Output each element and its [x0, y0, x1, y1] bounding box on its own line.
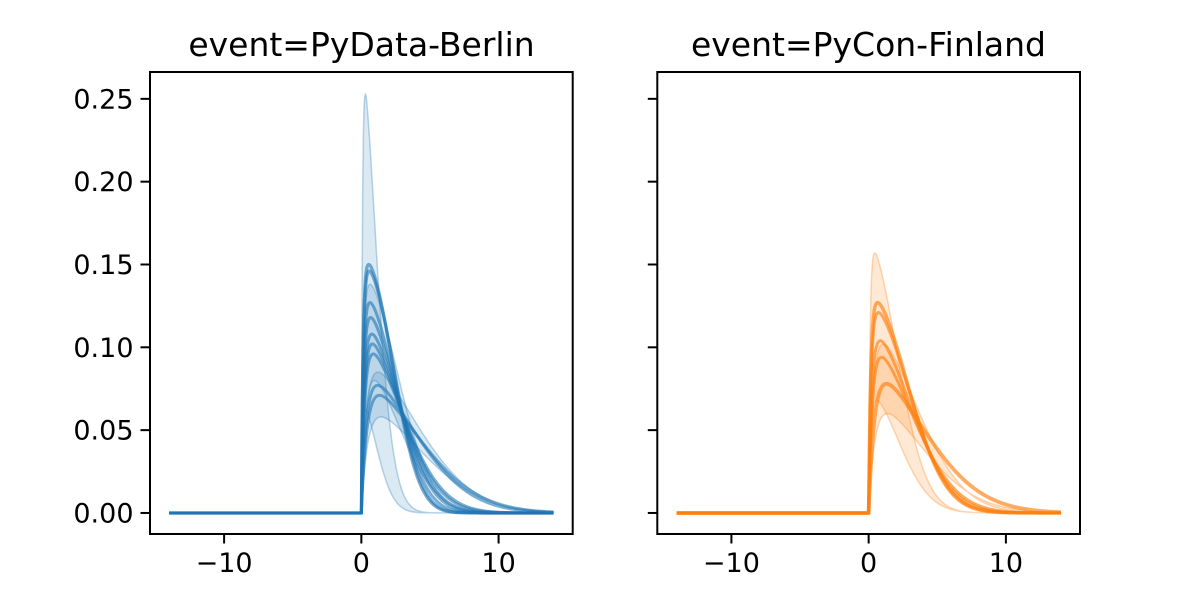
subplot-title-left: event=PyData-Berlin: [188, 25, 535, 64]
y-tick-label: 0.15: [73, 250, 133, 281]
y-tick-label: 0.25: [73, 84, 133, 115]
y-tick-label: 0.00: [73, 498, 133, 529]
y-tick-label: 0.10: [73, 333, 133, 364]
x-tick-label: 10: [481, 548, 515, 579]
x-tick-label: 10: [989, 548, 1023, 579]
y-tick-label: 0.05: [73, 416, 133, 447]
density-curve: [676, 381, 1062, 515]
y-tick-label: 0.20: [73, 167, 133, 198]
x-tick-label: 0: [353, 548, 370, 579]
confidence-band: [360, 93, 555, 514]
density-curve: [676, 355, 1062, 515]
x-tick-label: −10: [196, 548, 253, 579]
density-curve: [169, 352, 555, 515]
x-tick-label: 0: [860, 548, 877, 579]
subplot-title-right: event=PyCon-Finland: [690, 25, 1047, 64]
density-curve: [169, 393, 555, 515]
x-tick-label: −10: [703, 548, 760, 579]
